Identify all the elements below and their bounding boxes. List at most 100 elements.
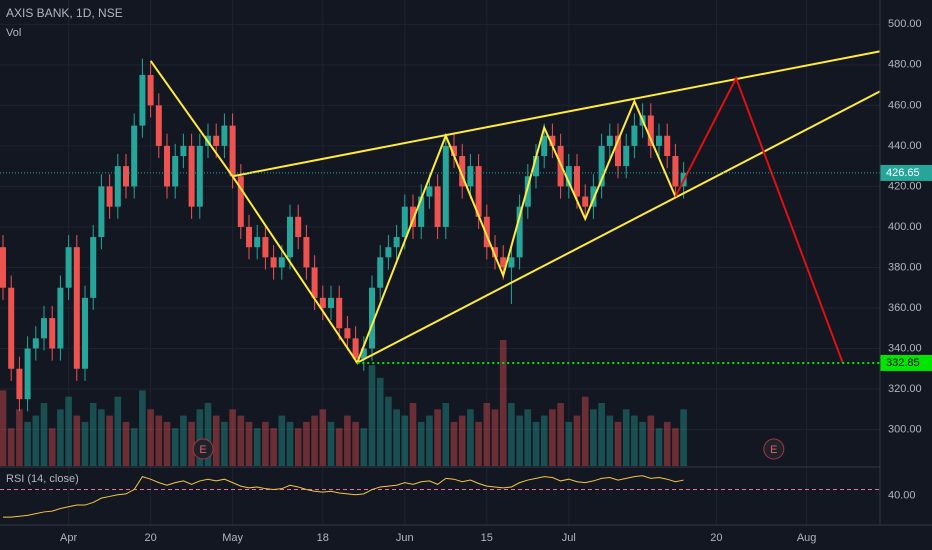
candle-body <box>377 257 384 288</box>
candle-body <box>155 105 162 146</box>
volume-bar <box>352 421 359 466</box>
volume-bar <box>16 409 23 466</box>
x-tick-label: 15 <box>481 532 493 544</box>
candle-body <box>295 216 302 238</box>
volume-bar <box>639 421 646 466</box>
candle-body <box>90 237 97 298</box>
candle-body <box>98 186 105 238</box>
candle-body <box>270 257 277 268</box>
y-tick-label: 420.00 <box>888 180 922 192</box>
volume-bar <box>122 421 130 466</box>
candle-body <box>500 257 507 268</box>
candle-body <box>106 186 113 207</box>
volume-bar <box>262 421 269 466</box>
volume-bar <box>81 421 89 466</box>
volume-bar <box>32 415 40 466</box>
volume-bar <box>368 365 376 466</box>
volume-bar <box>57 409 64 466</box>
candle-body <box>221 125 228 146</box>
volume-bar <box>229 409 236 466</box>
candle-body <box>565 166 572 187</box>
candle-body <box>32 338 39 349</box>
volume-bar <box>540 415 548 466</box>
volume-bar <box>106 415 113 466</box>
volume-bar <box>204 403 212 466</box>
rsi-label: RSI (14, close) <box>6 473 79 485</box>
volume-bar <box>499 340 507 466</box>
volume-bar <box>557 403 564 466</box>
candle-body <box>49 318 56 349</box>
volume-bar <box>344 415 351 466</box>
earnings-marker <box>192 438 214 460</box>
y-tick-label: 480.00 <box>888 59 922 71</box>
rsi-tick-label: 40.00 <box>888 489 916 501</box>
x-tick-label: 20 <box>710 532 722 544</box>
volume-bar <box>196 409 204 466</box>
volume-bar <box>212 415 220 466</box>
volume-bar <box>647 415 655 466</box>
candle-body <box>664 135 671 157</box>
volume-bar <box>483 403 491 466</box>
volume-bar <box>303 421 310 466</box>
candle-body <box>360 348 367 359</box>
candle-body <box>229 125 236 177</box>
candle-body <box>237 176 244 227</box>
candle-body <box>508 257 515 268</box>
volume-bar <box>278 415 286 466</box>
candle-body <box>451 145 458 157</box>
volume-bar <box>631 415 638 466</box>
volume-bar <box>672 428 679 466</box>
candle-body <box>114 166 121 207</box>
candle-body <box>278 257 285 268</box>
y-tick-label: 500.00 <box>888 18 922 30</box>
candle-body <box>0 247 7 288</box>
volume-bar <box>417 421 425 466</box>
candle-body <box>631 125 638 146</box>
x-tick-label: 20 <box>144 532 156 544</box>
volume-bar <box>327 421 335 466</box>
candle-body <box>262 237 269 258</box>
volume-bar <box>270 428 277 466</box>
candle-body <box>196 145 203 207</box>
candle-body <box>401 206 408 238</box>
target-label: 332.85 <box>886 357 920 369</box>
volume-bar <box>565 421 573 466</box>
candle-body <box>533 156 540 177</box>
x-tick-label: Jul <box>562 532 576 544</box>
candle-body <box>656 135 663 146</box>
candle-body <box>672 156 679 187</box>
candle-body <box>582 196 589 207</box>
volume-bar <box>0 390 7 466</box>
pattern-line <box>232 50 881 178</box>
volume-bar <box>598 403 605 466</box>
candle-body <box>475 166 482 217</box>
volume-bar <box>442 403 450 466</box>
volume-bar <box>663 421 671 466</box>
candle-body <box>336 297 343 329</box>
candle-body <box>352 338 359 359</box>
volume-bar <box>40 403 48 466</box>
volume-bar <box>450 421 458 466</box>
candle-body <box>180 145 187 157</box>
candle-body <box>615 135 622 167</box>
candle-body <box>418 196 425 227</box>
volume-bar <box>114 396 122 466</box>
volume-bar <box>7 428 15 466</box>
y-tick-label: 440.00 <box>888 140 922 152</box>
earnings-label: E <box>199 444 206 456</box>
volume-bar <box>335 428 343 466</box>
candle-body <box>549 135 556 146</box>
volume-bar <box>532 421 540 466</box>
volume-label: Vol <box>6 27 21 39</box>
volume-bar <box>147 409 154 466</box>
candle-body <box>541 135 548 157</box>
candle-body <box>483 216 490 248</box>
volume-bar <box>237 415 245 466</box>
earnings-marker <box>763 438 785 460</box>
y-tick-label: 400.00 <box>888 221 922 233</box>
candle-body <box>410 206 417 227</box>
candle-body <box>574 166 581 197</box>
volume-bar <box>89 403 97 466</box>
volume-bar <box>573 415 581 466</box>
